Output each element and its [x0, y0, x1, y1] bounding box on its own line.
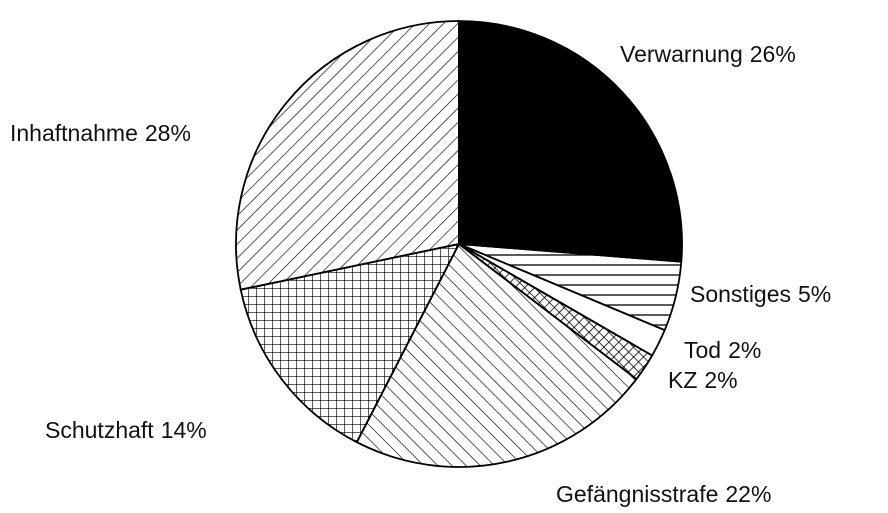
category-name: Verwarnung	[620, 41, 743, 67]
value-label: 22%	[725, 481, 771, 507]
slice-label: Schutzhaft 14%	[45, 417, 207, 443]
category-name: Sonstiges	[690, 281, 791, 307]
pie-slice	[239, 243, 460, 444]
value-label: 2%	[728, 337, 761, 363]
pie	[235, 20, 683, 468]
slice-label: Inhaftnahme 28%	[10, 120, 191, 146]
labels: Verwarnung 26% Sonstiges 5% Tod 2% KZ 2% Gefängn…	[10, 41, 831, 507]
value-label: 14%	[161, 417, 207, 443]
value-label: 26%	[750, 41, 796, 67]
category-name: Inhaftnahme	[10, 120, 138, 146]
pie-slice	[235, 20, 460, 291]
slice-label: Tod 2%	[684, 337, 761, 363]
category-name: Schutzhaft	[45, 417, 154, 443]
slice-label: Gefängnisstrafe 22%	[556, 481, 771, 507]
slice-label: KZ 2%	[668, 367, 738, 393]
pie-slice	[355, 243, 638, 468]
value-label: 2%	[704, 367, 737, 393]
slice-label: Sonstiges 5%	[690, 281, 831, 307]
pie-slice	[458, 20, 683, 263]
slice-label: Verwarnung 26%	[620, 41, 796, 67]
category-name: KZ	[668, 367, 697, 393]
value-label: 28%	[145, 120, 191, 146]
category-name: Tod	[684, 337, 721, 363]
category-name: Gefängnisstrafe	[556, 481, 718, 507]
value-label: 5%	[798, 281, 831, 307]
